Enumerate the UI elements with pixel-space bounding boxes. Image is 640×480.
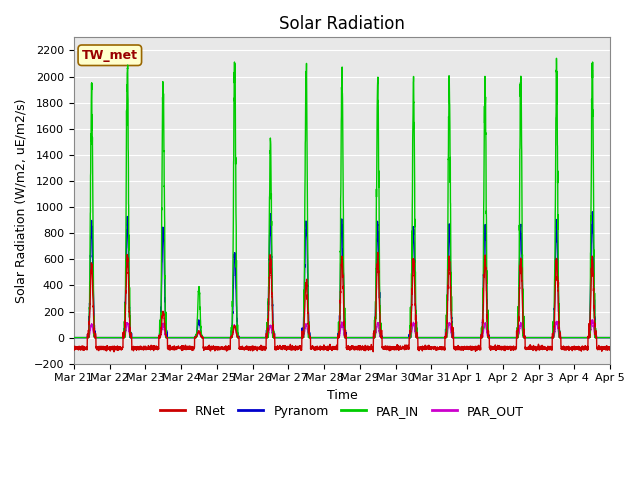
- PAR_IN: [433, 335, 440, 340]
- Pyranom: [493, 335, 500, 340]
- PAR_IN: [552, 55, 560, 61]
- X-axis label: Time: Time: [326, 389, 357, 402]
- RNet: [433, 346, 440, 352]
- Line: RNet: RNet: [74, 252, 610, 352]
- Line: PAR_IN: PAR_IN: [74, 58, 610, 337]
- RNet: [462, 344, 470, 350]
- PAR_IN: [493, 335, 500, 340]
- PAR_IN: [166, 335, 174, 340]
- PAR_IN: [322, 335, 330, 340]
- Title: Solar Radiation: Solar Radiation: [279, 15, 405, 33]
- Pyranom: [166, 335, 174, 340]
- RNet: [110, 349, 118, 355]
- PAR_OUT: [166, 335, 174, 340]
- PAR_IN: [70, 335, 77, 340]
- RNet: [70, 347, 77, 352]
- Pyranom: [433, 335, 440, 340]
- Line: PAR_OUT: PAR_OUT: [74, 320, 610, 337]
- Pyranom: [589, 209, 596, 215]
- PAR_OUT: [70, 335, 77, 340]
- RNet: [322, 346, 330, 352]
- PAR_IN: [462, 335, 470, 340]
- PAR_OUT: [322, 335, 330, 340]
- RNet: [493, 346, 500, 351]
- PAR_OUT: [606, 335, 614, 340]
- Line: Pyranom: Pyranom: [74, 212, 610, 337]
- PAR_OUT: [433, 335, 440, 340]
- Pyranom: [606, 335, 614, 340]
- Pyranom: [70, 335, 77, 340]
- RNet: [606, 346, 614, 352]
- PAR_IN: [605, 335, 613, 340]
- Pyranom: [462, 335, 470, 340]
- RNet: [166, 346, 174, 351]
- Text: TW_met: TW_met: [82, 49, 138, 62]
- PAR_OUT: [493, 335, 500, 340]
- Pyranom: [322, 335, 330, 340]
- PAR_OUT: [588, 317, 596, 323]
- PAR_IN: [606, 335, 614, 340]
- Pyranom: [605, 335, 613, 340]
- Legend: RNet, Pyranom, PAR_IN, PAR_OUT: RNet, Pyranom, PAR_IN, PAR_OUT: [155, 400, 529, 423]
- RNet: [374, 250, 381, 255]
- PAR_OUT: [462, 335, 470, 340]
- Y-axis label: Solar Radiation (W/m2, uE/m2/s): Solar Radiation (W/m2, uE/m2/s): [15, 98, 28, 303]
- PAR_OUT: [605, 335, 613, 340]
- RNet: [606, 347, 614, 352]
